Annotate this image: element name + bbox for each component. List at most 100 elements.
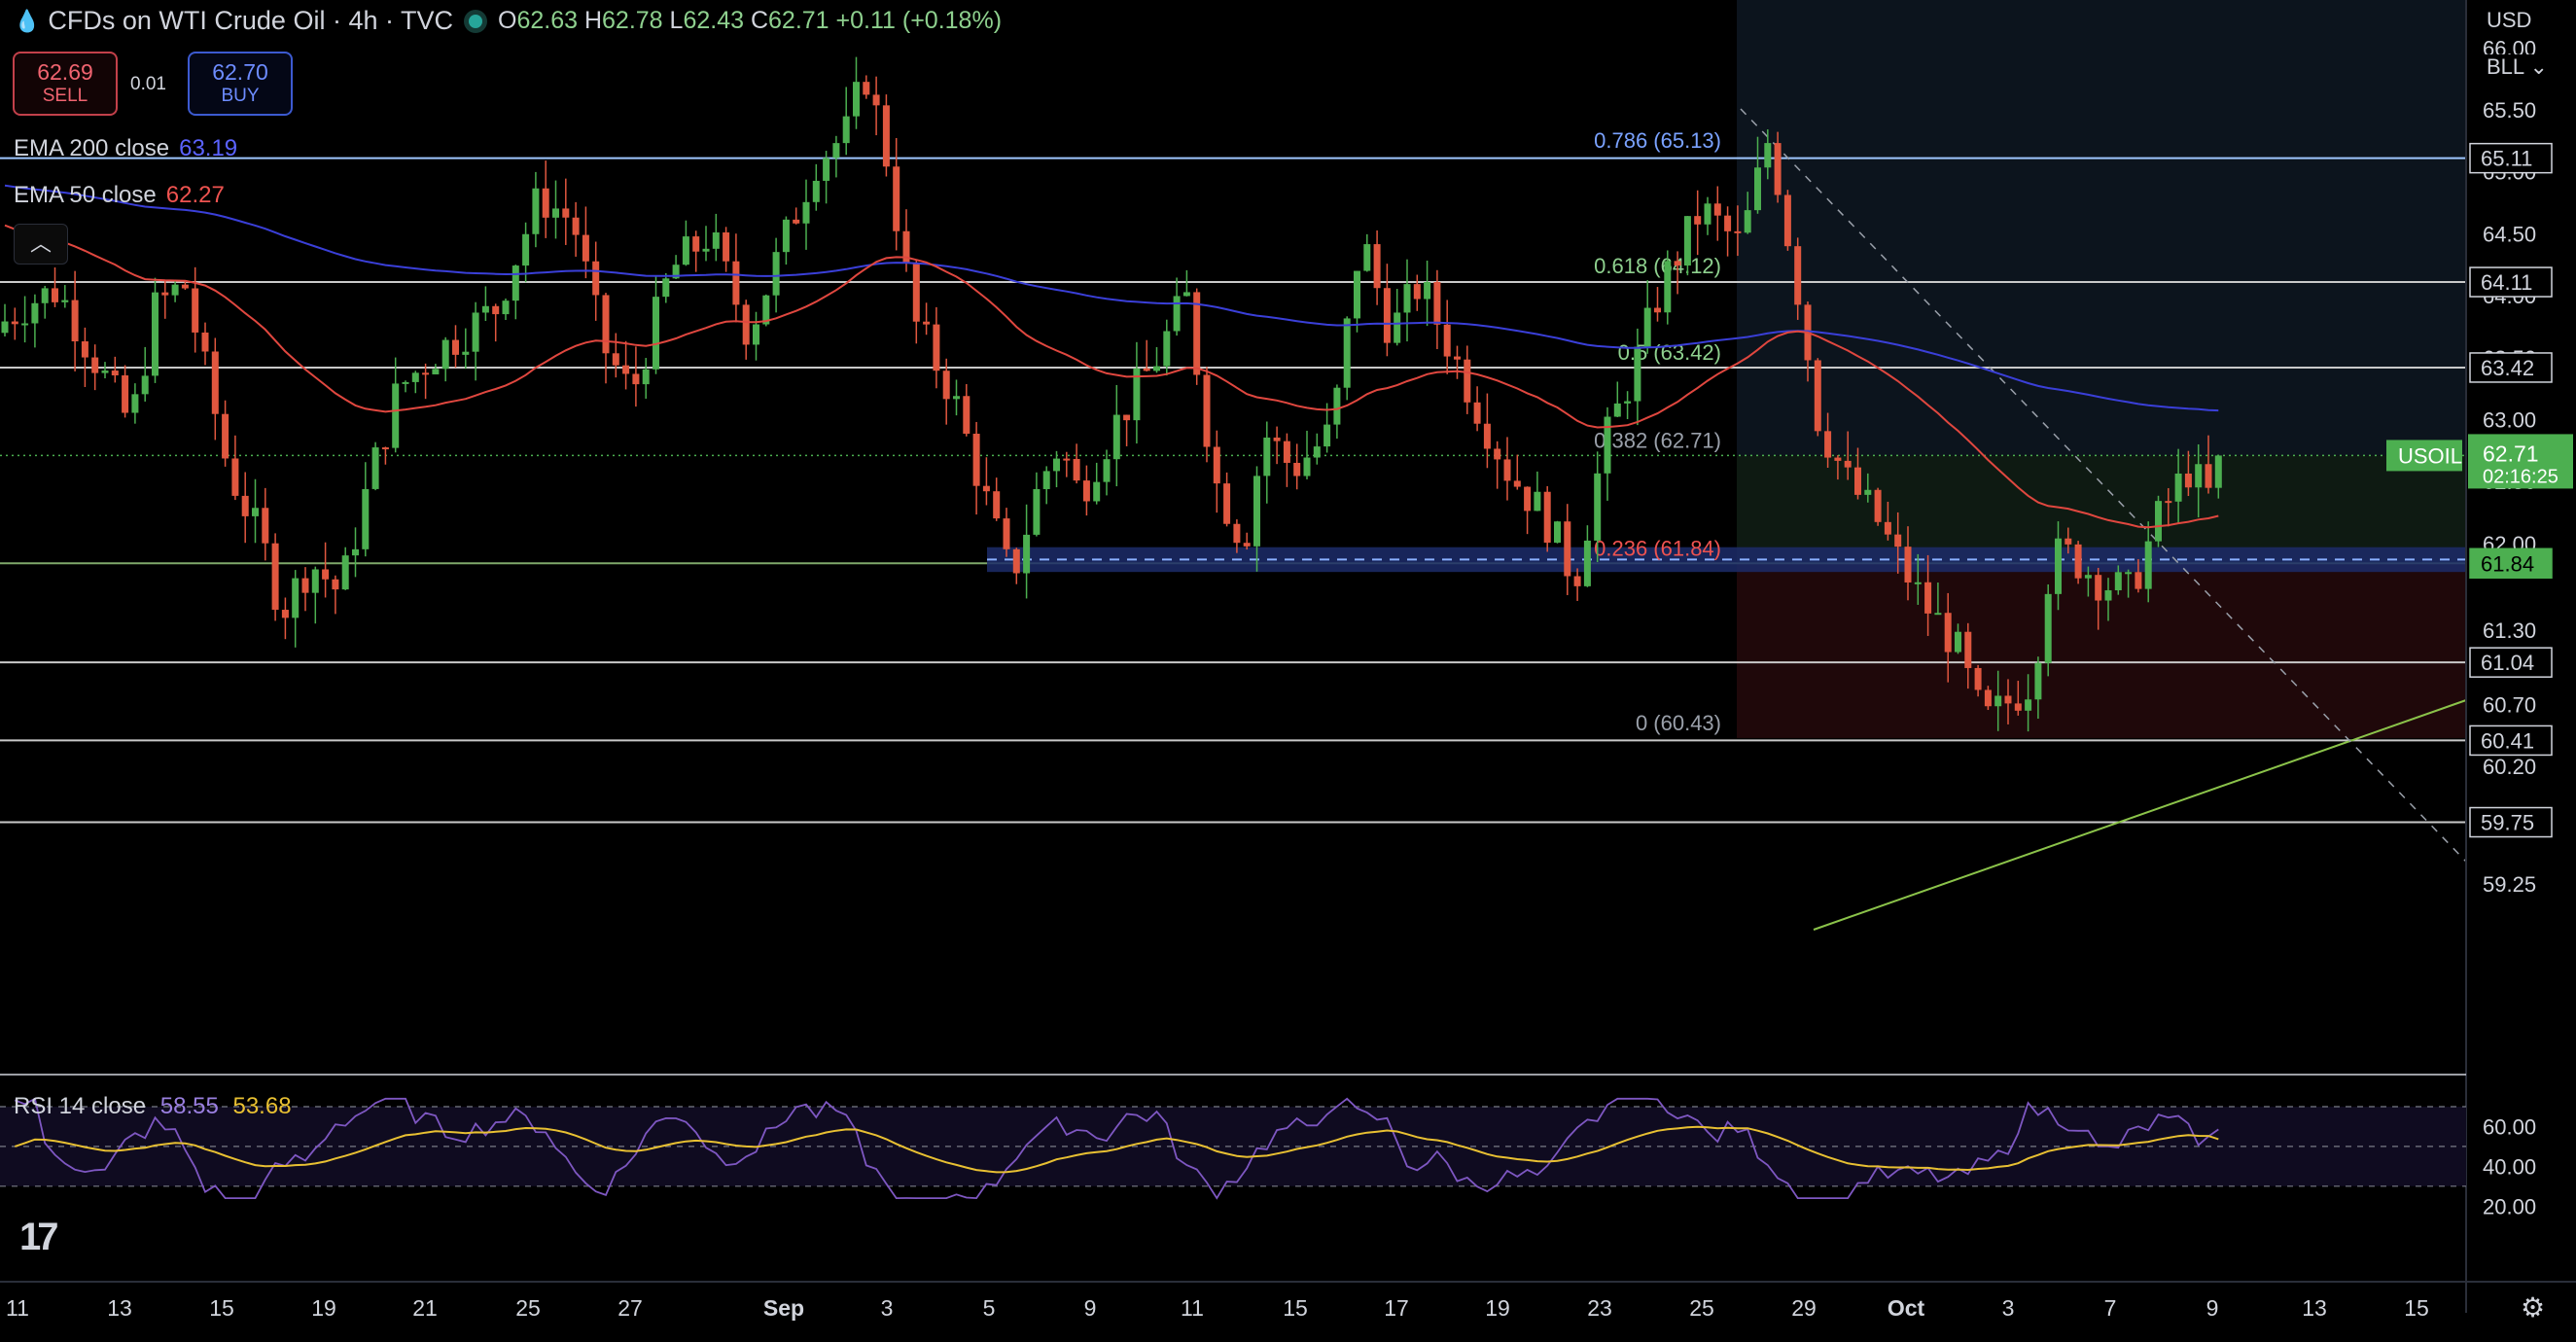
x-tick-label: 19 xyxy=(311,1295,336,1321)
candle-down xyxy=(1974,667,1982,690)
ema200-label: EMA 200 close xyxy=(14,135,170,161)
level-tag-text: 61.04 xyxy=(2481,651,2534,675)
unit-select[interactable]: BLL ⌄ xyxy=(2475,54,2576,80)
candle-down xyxy=(1243,543,1251,547)
candle-down xyxy=(912,263,920,322)
candle-down xyxy=(2095,575,2102,601)
candle-down xyxy=(1964,631,1972,668)
candle-down xyxy=(972,433,980,486)
candle-down xyxy=(2135,572,2142,589)
last-price-text: 62.71 xyxy=(2483,441,2539,466)
candle-up xyxy=(21,323,29,326)
open-value: 62.63 xyxy=(516,7,578,34)
x-tick-label: 11 xyxy=(1181,1295,1204,1321)
candle-up xyxy=(842,116,850,144)
candle-up xyxy=(512,265,519,301)
buy-label: BUY xyxy=(221,86,260,106)
candle-up xyxy=(1914,582,1922,584)
candle-up xyxy=(1,321,9,334)
candle-up xyxy=(2144,541,2152,589)
x-tick-label: 3 xyxy=(2002,1295,2015,1321)
candle-down xyxy=(933,324,940,371)
candle-up xyxy=(1363,244,1371,271)
candle-down xyxy=(1483,423,1491,449)
level-tag xyxy=(2469,547,2553,580)
fib-label: 0.382 (62.71) xyxy=(1594,428,1721,452)
candle-up xyxy=(1634,346,1641,402)
candle-up xyxy=(1343,318,1351,388)
candle-up xyxy=(532,188,540,234)
rsi-line xyxy=(14,1097,2219,1200)
sell-price: 62.69 xyxy=(37,59,93,85)
candle-down xyxy=(1524,486,1532,512)
level-tag-text: 60.41 xyxy=(2481,728,2534,753)
candle-down xyxy=(1543,491,1551,544)
candle-down xyxy=(1674,261,1681,266)
candle-up xyxy=(1664,261,1672,313)
x-tick-label: 5 xyxy=(983,1295,996,1321)
y-tick-label: 60.20 xyxy=(2483,755,2536,779)
candle-up xyxy=(2174,473,2182,502)
ohlc-readout: O62.63 H62.78 L62.43 C62.71 +0.11 (+0.18… xyxy=(497,7,1003,34)
candle-down xyxy=(582,234,589,262)
candle-down xyxy=(1734,230,1742,233)
symbol-title[interactable]: CFDs on WTI Crude Oil · 4h · TVC xyxy=(48,6,453,35)
candle-up xyxy=(1253,476,1260,547)
chevron-up-icon: ︿ xyxy=(29,231,52,256)
candle-up xyxy=(432,369,440,374)
candle-down xyxy=(332,579,339,590)
candle-up xyxy=(1033,488,1041,535)
candle-down xyxy=(923,321,931,325)
level-tag xyxy=(2469,806,2553,838)
candle-up xyxy=(472,312,479,352)
collapse-legend-button[interactable]: ︿ xyxy=(14,224,68,265)
gear-icon[interactable]: ⚙ xyxy=(2521,1292,2546,1323)
candle-down xyxy=(1814,360,1821,432)
fib-label: 0.618 (64.12) xyxy=(1594,254,1721,278)
rsi-ma-value: 53.68 xyxy=(232,1093,292,1119)
rsi-legend[interactable]: RSI 14 close 58.55 53.68 xyxy=(14,1093,292,1120)
candle-down xyxy=(1794,246,1802,305)
candle-up xyxy=(1263,437,1271,477)
ema200-legend[interactable]: EMA 200 close 63.19 xyxy=(14,135,237,162)
candle-up xyxy=(802,201,810,224)
level-tag-text: 61.84 xyxy=(2481,551,2534,576)
candle-down xyxy=(723,232,730,262)
level-tag xyxy=(2469,352,2553,383)
candle-up xyxy=(712,232,720,249)
sell-button[interactable]: 62.69 SELL xyxy=(13,52,118,116)
buy-button[interactable]: 62.70 BUY xyxy=(188,52,293,116)
candle-down xyxy=(1413,284,1421,300)
candle-down xyxy=(1213,446,1220,484)
candle-up xyxy=(1394,312,1401,343)
candle-down xyxy=(1783,194,1791,247)
candle-down xyxy=(1003,518,1010,549)
candle-down xyxy=(1713,203,1721,216)
candle-up xyxy=(2114,572,2122,591)
candle-down xyxy=(1223,483,1231,524)
fib-label: 0 (60.43) xyxy=(1636,711,1721,735)
candle-up xyxy=(2214,455,2222,488)
ema50-legend[interactable]: EMA 50 close 62.27 xyxy=(14,182,225,209)
candle-up xyxy=(1643,307,1651,347)
candle-down xyxy=(452,339,459,355)
candle-down xyxy=(602,295,610,354)
y-tick-label: 60.70 xyxy=(2483,692,2536,717)
candle-up xyxy=(371,447,379,489)
currency-select[interactable]: USD xyxy=(2475,8,2576,33)
candle-up xyxy=(502,300,510,315)
level-tag-text: 59.75 xyxy=(2481,811,2534,835)
candle-down xyxy=(1454,356,1461,360)
x-tick-label: 19 xyxy=(1485,1295,1510,1321)
x-tick-label: 29 xyxy=(1791,1295,1817,1321)
x-tick-label: 13 xyxy=(107,1295,132,1321)
candle-up xyxy=(772,252,780,296)
candle-down xyxy=(1283,441,1290,463)
rsi-y-tick: 40.00 xyxy=(2483,1154,2536,1179)
candle-down xyxy=(322,569,330,580)
candle-up xyxy=(1554,521,1561,544)
candle-up xyxy=(662,278,670,298)
candle-down xyxy=(81,341,88,358)
candle-up xyxy=(1313,446,1321,458)
